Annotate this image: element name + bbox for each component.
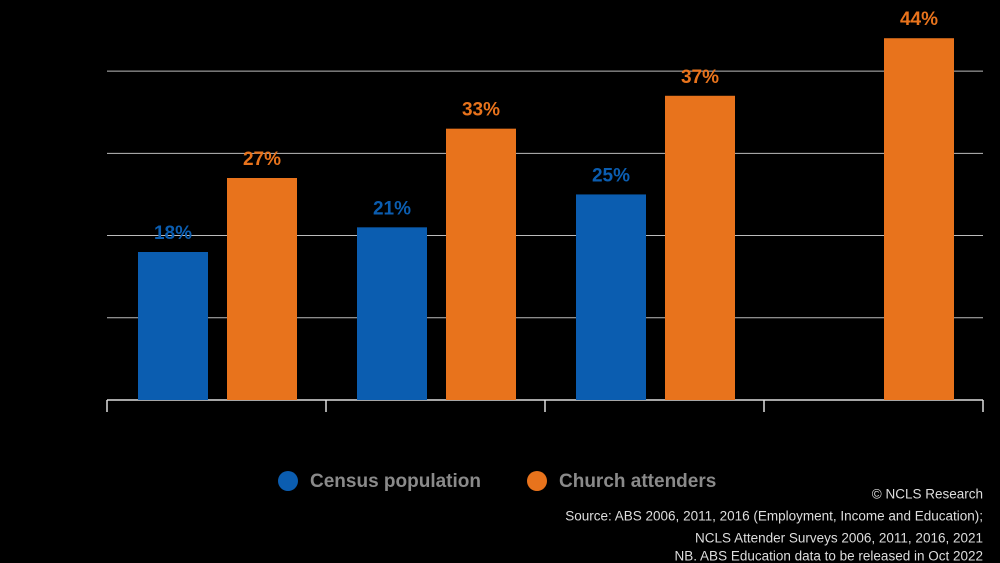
- source-note: Source: ABS 2006, 2011, 2016 (Employment…: [565, 509, 983, 524]
- bar: [138, 252, 208, 400]
- value-label: 21%: [373, 198, 411, 219]
- bar: [357, 227, 427, 400]
- value-label: 25%: [592, 165, 630, 186]
- legend-swatch: [527, 471, 547, 491]
- source-note: © NCLS Research: [872, 487, 983, 502]
- value-label: 44%: [900, 9, 938, 30]
- source-note: NCLS Attender Surveys 2006, 2011, 2016, …: [695, 531, 983, 546]
- bar: [227, 178, 297, 400]
- source-note: NB. ABS Education data to be released in…: [675, 549, 983, 563]
- bar: [665, 95, 735, 401]
- legend-label: Church attenders: [559, 471, 716, 492]
- value-label: 18%: [154, 223, 192, 244]
- bar: [576, 194, 646, 400]
- value-label: 37%: [681, 67, 719, 88]
- legend-label: Census population: [310, 471, 481, 492]
- bar: [446, 128, 516, 400]
- legend-swatch: [278, 471, 298, 491]
- bar: [884, 38, 954, 400]
- value-label: 27%: [243, 149, 281, 170]
- value-label: 33%: [462, 100, 500, 121]
